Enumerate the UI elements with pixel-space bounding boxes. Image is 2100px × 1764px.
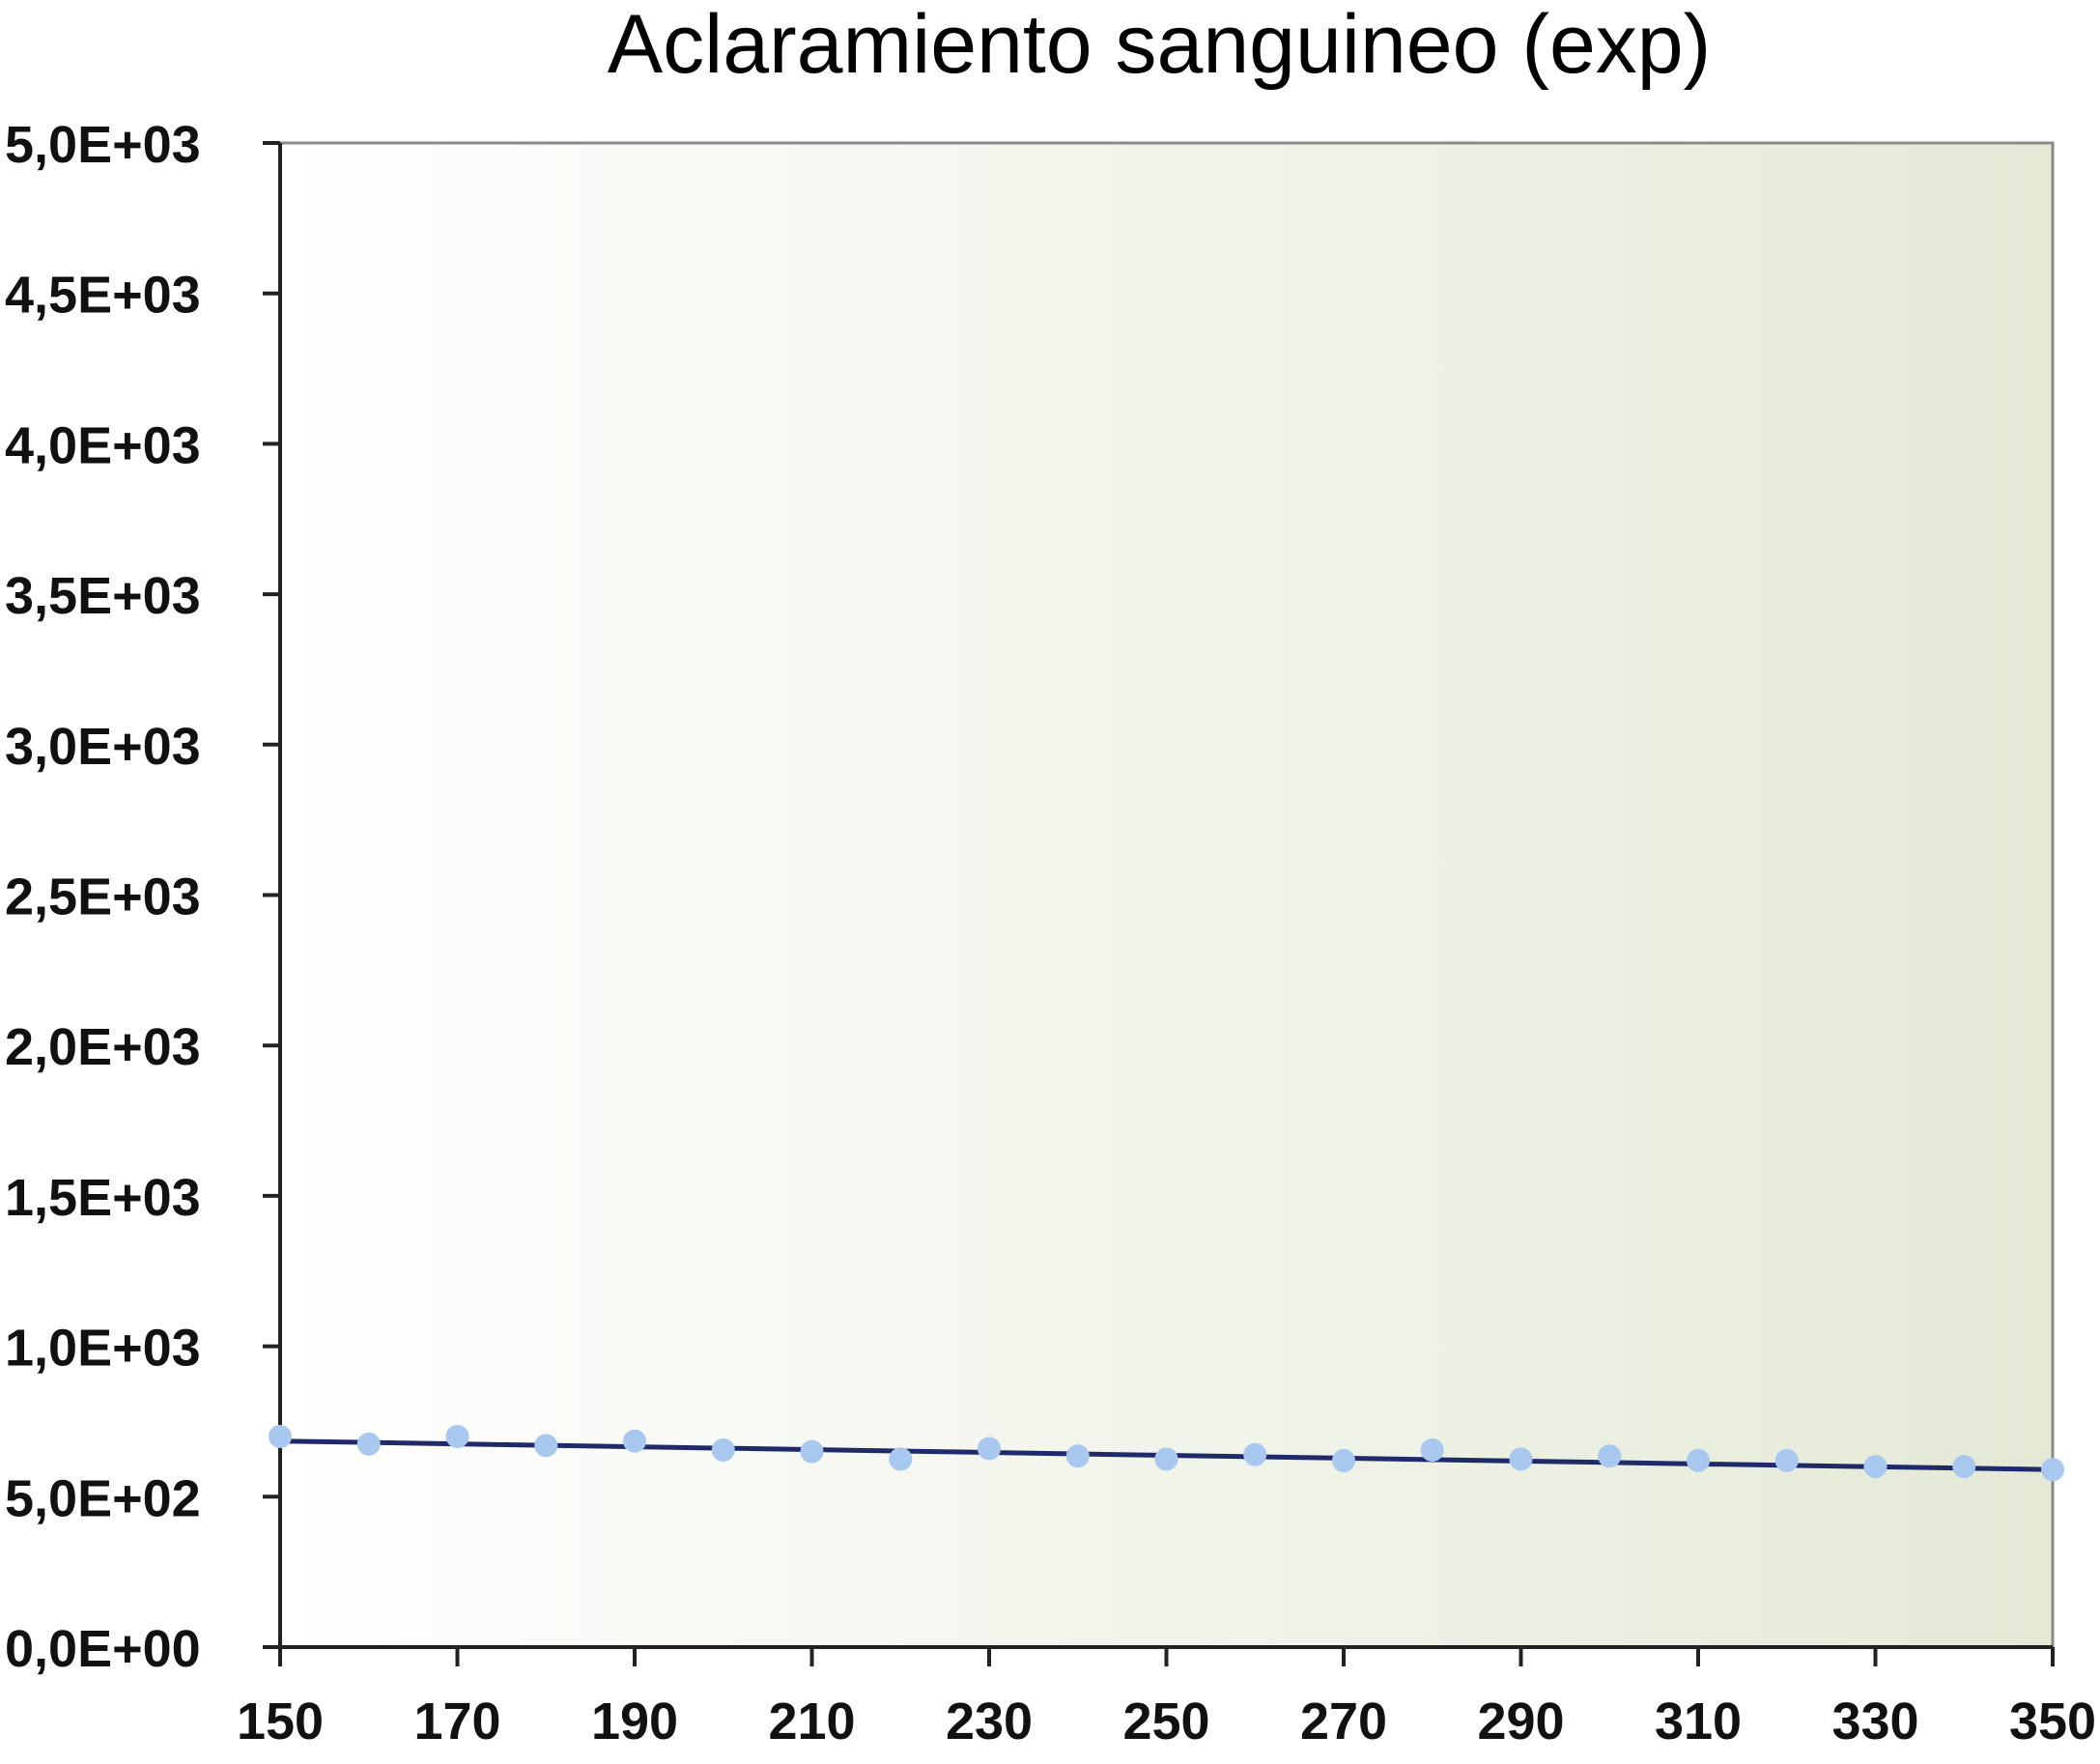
x-tick-label: 310	[1655, 1693, 1742, 1750]
data-point	[1065, 1444, 1090, 1468]
x-axis: 150 170 190 210 230 250 270 290 310 330 350	[237, 1647, 2096, 1750]
data-point	[1509, 1447, 1533, 1471]
data-point	[534, 1434, 558, 1458]
y-tick-label: 1,5E+03	[5, 1169, 201, 1227]
data-point	[1243, 1442, 1267, 1466]
x-tick-label: 170	[413, 1693, 500, 1750]
data-point	[1598, 1444, 1622, 1468]
data-point	[978, 1437, 1001, 1461]
x-tick-label: 330	[1831, 1693, 1918, 1750]
x-tick-label: 150	[237, 1693, 324, 1750]
data-point	[2041, 1458, 2064, 1482]
x-tick-label: 290	[1477, 1693, 1564, 1750]
x-tick-label: 270	[1300, 1693, 1387, 1750]
x-tick-label: 230	[946, 1693, 1033, 1750]
y-tick-label: 3,0E+03	[5, 718, 201, 776]
data-point	[1863, 1455, 1887, 1479]
y-tick-label: 0,0E+00	[5, 1620, 201, 1678]
chart-title: Aclaramiento sanguineo (exp)	[608, 0, 1712, 91]
data-point	[623, 1429, 646, 1453]
x-tick-label: 250	[1122, 1693, 1209, 1750]
data-point	[1952, 1455, 1976, 1479]
data-point	[269, 1425, 292, 1449]
x-tick-label: 350	[2009, 1693, 2096, 1750]
y-tick-label: 2,0E+03	[5, 1018, 201, 1076]
data-point	[1154, 1447, 1178, 1471]
series-layer	[269, 1425, 2064, 1482]
x-tick-label: 210	[768, 1693, 855, 1750]
data-point	[1332, 1448, 1355, 1472]
data-point	[1774, 1448, 1799, 1472]
y-tick-label: 4,5E+03	[5, 267, 201, 325]
y-tick-label: 1,0E+03	[5, 1320, 201, 1378]
data-point	[356, 1432, 381, 1456]
data-point	[445, 1425, 469, 1449]
y-tick-label: 2,5E+03	[5, 868, 201, 926]
data-point	[1687, 1448, 1710, 1472]
y-axis: 0,0E+00 5,0E+02 1,0E+03 1,5E+03 2,0E+03 2,5E+…	[5, 116, 280, 1678]
data-point	[889, 1447, 913, 1471]
y-tick-label: 3,5E+03	[5, 567, 201, 625]
data-point	[1420, 1438, 1444, 1463]
x-tick-label: 190	[591, 1693, 678, 1750]
data-point	[711, 1438, 735, 1463]
y-tick-label: 5,0E+03	[5, 116, 201, 174]
data-point	[800, 1439, 824, 1464]
plot-area	[278, 141, 2055, 1649]
y-tick-label: 5,0E+02	[5, 1469, 201, 1527]
y-tick-label: 4,0E+03	[5, 416, 201, 474]
